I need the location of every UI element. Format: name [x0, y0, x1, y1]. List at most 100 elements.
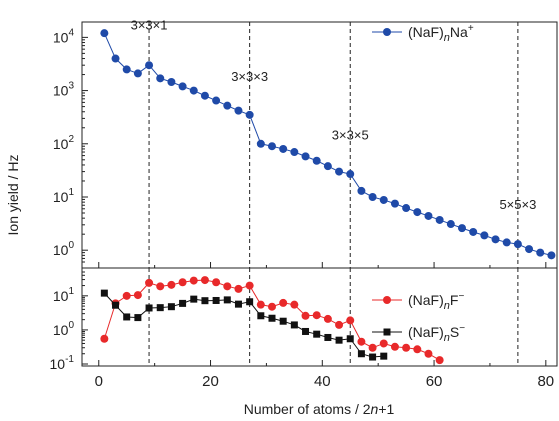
data-point — [435, 356, 444, 365]
data-point — [491, 235, 500, 244]
data-point — [536, 248, 545, 257]
series-line — [103, 32, 552, 256]
legend-marker — [383, 328, 391, 336]
data-point — [458, 224, 466, 233]
data-point — [268, 302, 276, 311]
data-point — [100, 289, 108, 297]
data-point — [234, 300, 242, 308]
data-point — [290, 300, 299, 309]
data-point — [212, 296, 220, 304]
data-point — [380, 352, 388, 360]
data-point — [189, 86, 198, 95]
data-point — [379, 339, 388, 348]
data-point — [133, 69, 142, 78]
data-point — [446, 220, 455, 229]
y-tick-label: 103 — [53, 81, 75, 99]
data-point — [402, 204, 411, 213]
data-point — [357, 186, 366, 195]
data-point — [379, 195, 388, 204]
x-tick-label: 80 — [537, 373, 554, 390]
x-tick-label: 20 — [202, 373, 219, 390]
data-point — [256, 139, 265, 148]
data-point — [301, 152, 310, 161]
data-point — [279, 144, 288, 153]
data-point — [200, 276, 209, 285]
data-point — [245, 281, 254, 290]
legend-label: (NaF)nNa+ — [408, 23, 474, 44]
data-point — [246, 298, 254, 306]
data-point — [390, 199, 399, 208]
data-point — [179, 299, 187, 307]
data-point — [357, 350, 365, 358]
data-point — [290, 321, 298, 329]
data-point — [502, 238, 511, 247]
data-point — [424, 211, 433, 220]
data-point — [245, 110, 254, 119]
x-axis-label: Number of atoms / 2n+1 — [244, 401, 395, 417]
data-point — [279, 298, 288, 307]
data-point — [156, 74, 165, 83]
data-point — [100, 334, 109, 343]
data-point — [257, 312, 265, 320]
data-point — [223, 101, 232, 110]
data-point — [312, 156, 321, 165]
data-point — [323, 162, 332, 171]
data-point — [335, 167, 344, 176]
data-point — [189, 276, 198, 285]
plot-frame — [81, 21, 558, 269]
data-point — [268, 142, 276, 151]
data-point — [302, 327, 310, 335]
data-point — [201, 297, 209, 305]
data-point — [424, 349, 433, 358]
data-point — [480, 231, 489, 240]
data-point — [122, 291, 131, 300]
data-point — [178, 82, 187, 91]
data-point — [268, 314, 276, 322]
data-point — [368, 192, 377, 201]
data-point — [212, 278, 221, 287]
data-point — [547, 251, 556, 260]
data-point — [390, 342, 399, 351]
data-point — [256, 300, 265, 309]
data-point — [156, 304, 164, 312]
data-point — [133, 291, 142, 300]
annotation-label: 5×5×3 — [499, 197, 536, 212]
data-point — [279, 317, 287, 325]
x-tick-label: 0 — [95, 373, 103, 390]
top-panel: 100 101 102 103 104 (NaF)nNa+ 3×3×1 3×3×3 3×3×5 5… — [53, 18, 558, 269]
data-point — [145, 304, 153, 312]
data-point — [413, 345, 422, 354]
data-point — [167, 303, 175, 311]
data-point — [346, 335, 354, 343]
data-point — [145, 61, 154, 70]
y-tick-label: 104 — [53, 27, 75, 45]
y-tick-label: 101 — [53, 187, 75, 205]
data-point — [234, 106, 243, 115]
data-point — [402, 343, 411, 352]
legend-label: (NaF)nF− — [408, 291, 464, 312]
data-point — [346, 170, 355, 179]
legend-marker — [383, 296, 391, 304]
data-point — [123, 313, 131, 321]
data-point — [223, 296, 231, 304]
data-point — [346, 316, 355, 325]
annotation-label: 3×3×3 — [231, 69, 268, 84]
x-tick-label: 40 — [314, 373, 331, 390]
data-point — [369, 353, 377, 361]
data-point — [357, 337, 366, 346]
data-point — [301, 311, 310, 320]
data-point — [167, 280, 176, 289]
data-point — [212, 96, 221, 105]
shared-axes: 0 20 40 60 80 Number of atoms / 2n+1 Ion yield… — [5, 155, 554, 417]
data-point — [323, 314, 332, 323]
bottom-panel: 10-1 100 101 (NaF)nF− (NaF)nS− — [50, 267, 558, 372]
data-point — [413, 208, 422, 217]
data-point — [234, 284, 243, 293]
y-tick-label: 100 — [53, 240, 75, 258]
data-point — [134, 314, 142, 322]
data-point — [223, 282, 232, 291]
data-point — [513, 240, 522, 249]
data-point — [167, 77, 176, 86]
data-point — [435, 215, 444, 224]
